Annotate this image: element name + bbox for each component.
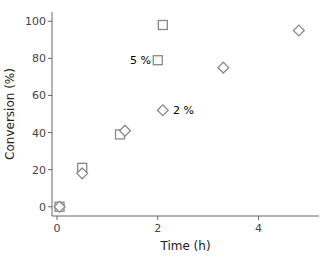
x-axis-line xyxy=(52,216,319,217)
x-tick-label: 4 xyxy=(255,222,262,235)
x-tick-label: 0 xyxy=(54,222,61,235)
x-axis-label: Time (h) xyxy=(159,239,210,253)
y-tick xyxy=(48,58,52,59)
diamond-point xyxy=(77,168,88,179)
y-axis-line xyxy=(52,12,53,216)
chart: 024020406080100Time (h)Conversion (%)5 %… xyxy=(0,0,333,258)
diamond-point xyxy=(54,201,65,212)
y-tick xyxy=(48,95,52,96)
x-tick-label: 2 xyxy=(154,222,161,235)
square-point xyxy=(158,20,167,29)
y-tick-label: 80 xyxy=(32,52,46,65)
y-tick-label: 40 xyxy=(32,127,46,140)
y-tick xyxy=(48,206,52,207)
square-point xyxy=(55,202,64,211)
points xyxy=(54,20,304,212)
y-tick xyxy=(48,132,52,133)
diamond-point xyxy=(218,62,229,73)
x-tick xyxy=(57,216,58,220)
y-tick-label: 100 xyxy=(25,15,46,28)
y-axis-label: Conversion (%) xyxy=(3,68,17,160)
diamond-point xyxy=(120,125,131,136)
x-tick xyxy=(258,216,259,220)
annotation: 2 % xyxy=(173,104,194,117)
diamond-point xyxy=(157,105,168,116)
square-point xyxy=(153,56,162,65)
diamond-point xyxy=(293,25,304,36)
y-tick xyxy=(48,21,52,22)
annotation: 5 % xyxy=(130,54,151,67)
y-tick-label: 20 xyxy=(32,164,46,177)
x-tick xyxy=(157,216,158,220)
y-tick xyxy=(48,169,52,170)
y-tick-label: 60 xyxy=(32,89,46,102)
y-tick-label: 0 xyxy=(39,201,46,214)
